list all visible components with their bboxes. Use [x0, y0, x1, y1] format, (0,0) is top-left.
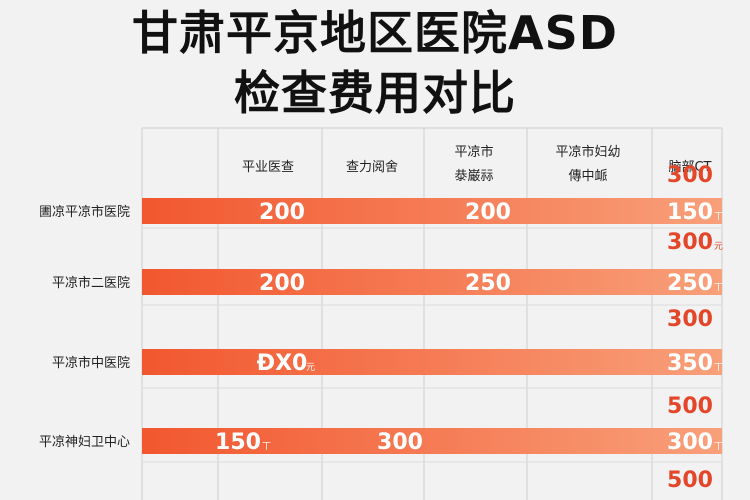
chart-title-line2: 检查费用对比: [234, 66, 516, 120]
column-header-line: 查力阅舍: [346, 160, 398, 175]
data-label-unit: 丅: [714, 212, 723, 222]
data-label: 250: [667, 271, 713, 296]
category-label: 平凉市中医院: [52, 355, 130, 371]
column-header-line: 平凉市妇幼: [555, 144, 620, 160]
chart-title-line1: 甘肃平京地区医院ASD: [132, 6, 618, 60]
bar: [142, 428, 722, 454]
column-header: 平凉市妇幼傳中衇: [555, 144, 620, 184]
category-label: 平凉神妇卫中心: [39, 434, 130, 450]
side-value-label: 500: [667, 394, 713, 419]
data-label: 200: [259, 200, 305, 225]
data-label-unit: 丅: [714, 283, 723, 293]
side-value-label: 500: [667, 468, 713, 493]
data-label: 350: [667, 351, 713, 376]
data-label-unit: 丅: [262, 442, 271, 452]
data-label: 300: [667, 430, 713, 455]
data-label: 200: [259, 271, 305, 296]
data-label: 250: [465, 271, 511, 296]
column-header: 平凉市㳟巌祘: [454, 144, 493, 184]
data-label: 300: [377, 430, 423, 455]
data-label-unit: 丅: [714, 363, 723, 373]
side-value-label: 300: [667, 163, 713, 188]
side-value-label: 300: [667, 307, 713, 332]
data-label: ÐX0: [257, 351, 308, 376]
bar: [142, 269, 722, 295]
data-label: 150: [667, 200, 713, 225]
column-header: 查力阅舍: [346, 160, 398, 175]
column-header: 平业医查: [242, 160, 294, 175]
data-label: 150: [215, 430, 261, 455]
bar: [142, 198, 722, 224]
column-header-line: 平凉市: [454, 144, 493, 160]
column-header-line: 㳟巌祘: [454, 169, 493, 184]
data-label: 200: [465, 200, 511, 225]
column-header-line: 平业医查: [242, 160, 294, 175]
bar: [142, 349, 722, 375]
column-header: 脑部CT: [668, 160, 711, 175]
column-header-line: 傳中衇: [568, 169, 607, 184]
data-label-unit: 元: [306, 363, 315, 373]
side-value-label: 300: [667, 230, 713, 255]
data-label-unit: 丅: [714, 442, 723, 452]
category-label: 平凉市二医院: [52, 275, 130, 291]
side-value-unit: 元: [714, 242, 723, 252]
category-label: 圕凉平凉市医院: [39, 204, 130, 220]
column-header-line: 脑部CT: [668, 160, 711, 175]
